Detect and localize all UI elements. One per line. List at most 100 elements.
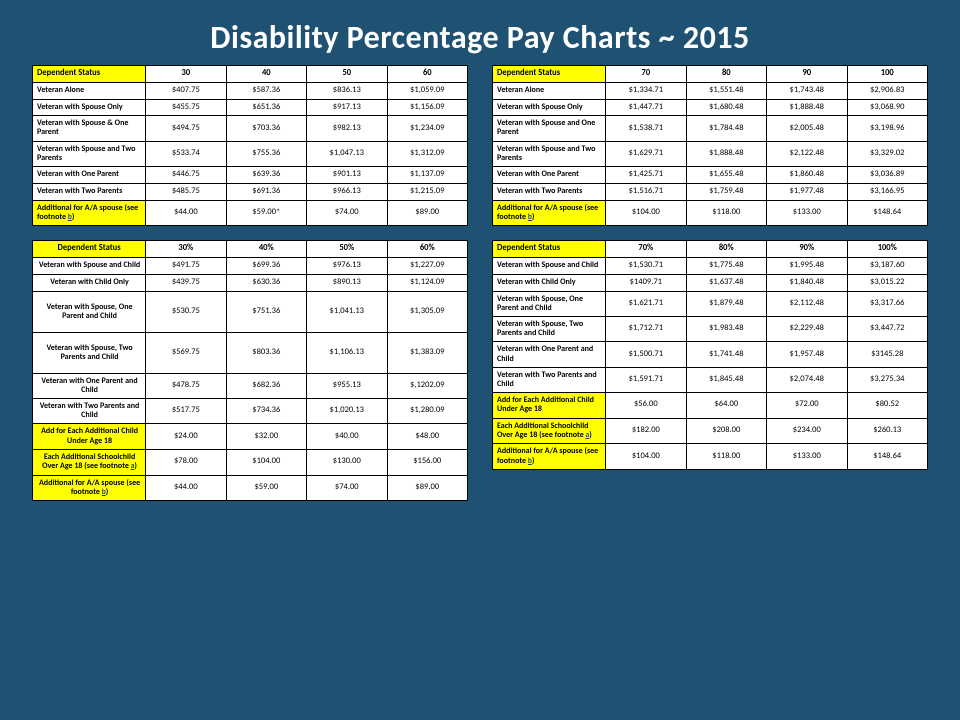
- header-dependent-status: Dependent Status: [493, 241, 606, 258]
- cell-value: $485.75: [146, 183, 226, 200]
- cell-value: $1,383.09: [387, 332, 468, 373]
- footnote-link-a[interactable]: a: [586, 431, 590, 440]
- cell-value: $1,312.09: [387, 141, 468, 166]
- cell-value: $133.00: [767, 444, 847, 470]
- table-row: Veteran with Two Parents$485.75$691.36$9…: [33, 183, 468, 200]
- cell-value: $630.36: [226, 274, 306, 291]
- cell-value: $1,629.71: [606, 141, 686, 166]
- cell-value: $1,137.09: [387, 167, 468, 184]
- row-label: Each Additional Schoolchild Over Age 18 …: [33, 449, 146, 475]
- table-row: Additional for A/A spouse (see footnote …: [33, 475, 468, 501]
- header-col: 60: [387, 66, 468, 83]
- row-label: Additional for A/A spouse (see footnote …: [493, 200, 606, 226]
- cell-value: $1,047.13: [307, 141, 387, 166]
- table-row: Veteran with One Parent$1,425.71$1,655.4…: [493, 167, 928, 184]
- cell-value: $1,860.48: [767, 167, 847, 184]
- row-label: Veteran with Two Parents: [493, 183, 606, 200]
- table-row: Veteran with One Parent$446.75$639.36$90…: [33, 167, 468, 184]
- cell-value: $755.36: [226, 141, 306, 166]
- cell-value: $44.00: [146, 200, 226, 226]
- cell-value: $80.52: [847, 393, 928, 418]
- cell-value: $208.00: [686, 418, 766, 444]
- cell-value: $1,591.71: [606, 367, 686, 392]
- cell-value: $24.00: [146, 424, 226, 449]
- table-top-left: Dependent Status30405060Veteran Alone$40…: [32, 65, 468, 226]
- cell-value: $966.13: [307, 183, 387, 200]
- footnote-link-b[interactable]: b: [102, 488, 106, 497]
- cell-value: $1,655.48: [686, 167, 766, 184]
- row-label: Veteran with Spouse, Two Parents and Chi…: [493, 317, 606, 342]
- table-row: Veteran Alone$1,334.71$1,551.48$1,743.48…: [493, 82, 928, 99]
- cell-value: $1,425.71: [606, 167, 686, 184]
- row-label: Additional for A/A spouse (see footnote …: [493, 444, 606, 470]
- cell-value: $2,906.83: [847, 82, 928, 99]
- cell-value: $1,621.71: [606, 291, 686, 316]
- cell-value: $734.36: [226, 399, 306, 424]
- cell-value: $1,106.13: [307, 332, 387, 373]
- tables-container: Dependent Status30405060Veteran Alone$40…: [0, 65, 960, 501]
- cell-value: $3,329.02: [847, 141, 928, 166]
- cell-value: $133.00: [767, 200, 847, 226]
- header-dependent-status: Dependent Status: [493, 66, 606, 83]
- cell-value: $1409.71: [606, 274, 686, 291]
- cell-value: $1,447.71: [606, 99, 686, 116]
- header-col: 100: [847, 66, 928, 83]
- cell-value: $751.36: [226, 291, 306, 332]
- cell-value: $2,229.48: [767, 317, 847, 342]
- cell-value: $1,305.09: [387, 291, 468, 332]
- cell-value: $104.00: [226, 449, 306, 475]
- cell-value: $976.13: [307, 258, 387, 275]
- footnote-link-b[interactable]: b: [528, 457, 532, 466]
- cell-value: $3,036.89: [847, 167, 928, 184]
- row-label: Veteran with Spouse, One Parent and Chil…: [493, 291, 606, 316]
- row-label: Additional for A/A spouse (see footnote …: [33, 475, 146, 501]
- cell-value: $917.13: [307, 99, 387, 116]
- table-row: Veteran with Spouse, Two Parents and Chi…: [493, 317, 928, 342]
- footnote-link-b[interactable]: b: [68, 213, 72, 222]
- table-row: Veteran with Two Parents and Child$1,591…: [493, 367, 928, 392]
- cell-value: $1,888.48: [686, 141, 766, 166]
- header-col: 70%: [606, 241, 686, 258]
- row-label: Add for Each Additional Child Under Age …: [493, 393, 606, 418]
- table-row: Veteran with Spouse and One Parent$1,538…: [493, 116, 928, 141]
- table-row: Veteran with Spouse and Two Parents$533.…: [33, 141, 468, 166]
- cell-value: $478.75: [146, 373, 226, 398]
- row-label: Veteran with Two Parents and Child: [33, 399, 146, 424]
- cell-value: $118.00: [686, 200, 766, 226]
- footnote-link-a[interactable]: a: [131, 462, 135, 471]
- cell-value: $78.00: [146, 449, 226, 475]
- cell-value: $1,215.09: [387, 183, 468, 200]
- header-col: 90%: [767, 241, 847, 258]
- row-label: Veteran with Spouse and Child: [493, 258, 606, 275]
- cell-value: $104.00: [606, 444, 686, 470]
- cell-value: $1,983.48: [686, 317, 766, 342]
- header-col: 80: [686, 66, 766, 83]
- table-row: Veteran with One Parent and Child$478.75…: [33, 373, 468, 398]
- cell-value: $1,334.71: [606, 82, 686, 99]
- table-row: Veteran with Two Parents$1,516.71$1,759.…: [493, 183, 928, 200]
- table-top-right: Dependent Status708090100Veteran Alone$1…: [492, 65, 928, 226]
- cell-value: $1,741.48: [686, 342, 766, 367]
- row-label: Veteran with Child Only: [33, 274, 146, 291]
- cell-value: $682.36: [226, 373, 306, 398]
- cell-value: $1,516.71: [606, 183, 686, 200]
- cell-value: $455.75: [146, 99, 226, 116]
- right-column: Dependent Status708090100Veteran Alone$1…: [492, 65, 928, 501]
- row-label: Veteran with Spouse and Two Parents: [493, 141, 606, 166]
- cell-value: $1,530.71: [606, 258, 686, 275]
- cell-value: $1,551.48: [686, 82, 766, 99]
- page-title: Disability Percentage Pay Charts ~ 2015: [0, 0, 960, 65]
- cell-value: $1,784.48: [686, 116, 766, 141]
- cell-value: $1,845.48: [686, 367, 766, 392]
- cell-value: $1,156.09: [387, 99, 468, 116]
- cell-value: $1,538.71: [606, 116, 686, 141]
- table-row: Veteran with Spouse, One Parent and Chil…: [33, 291, 468, 332]
- cell-value: $491.75: [146, 258, 226, 275]
- cell-value: $1,020.13: [307, 399, 387, 424]
- cell-value: $1,957.48: [767, 342, 847, 367]
- table-row: Additional for A/A spouse (see footnote …: [33, 200, 468, 226]
- cell-value: $40.00: [307, 424, 387, 449]
- table-bottom-left: Dependent Status30%40%50%60%Veteran with…: [32, 240, 468, 501]
- header-col: 60%: [387, 241, 468, 258]
- footnote-link-b[interactable]: b: [528, 213, 532, 222]
